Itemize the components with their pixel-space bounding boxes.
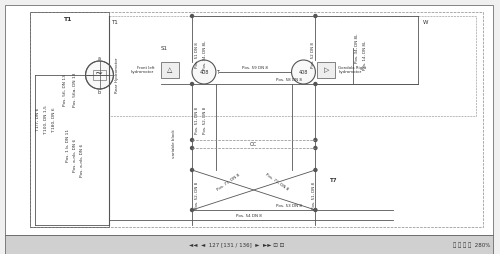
Text: ◄◄  ◄  127 [131 / 136]  ►  ►► ⊡ ⊡: ◄◄ ◄ 127 [131 / 136] ► ►► ⊡ ⊡	[189, 243, 284, 247]
Text: Pos. 53 DN 8: Pos. 53 DN 8	[276, 204, 301, 208]
Text: Pos. 72, DN 8: Pos. 72, DN 8	[264, 172, 289, 192]
Circle shape	[314, 83, 317, 86]
Bar	[110, 16, 476, 116]
Text: Rear Hydromotor: Rear Hydromotor	[116, 57, 119, 93]
Text: b: b	[98, 90, 101, 96]
Bar	[161, 62, 179, 78]
Circle shape	[190, 209, 194, 212]
Text: △: △	[168, 67, 173, 73]
Text: Pos. 34, DN 8L: Pos. 34, DN 8L	[203, 40, 207, 70]
Circle shape	[314, 138, 317, 141]
Text: Pos. a-nb, DN 6: Pos. a-nb, DN 6	[72, 138, 76, 172]
Text: Pos. 34, DN 8L: Pos. 34, DN 8L	[355, 33, 359, 63]
Text: W: W	[423, 20, 428, 25]
Bar	[92, 70, 106, 80]
Text: Pos. 52 DN 8: Pos. 52 DN 8	[312, 42, 316, 68]
Circle shape	[190, 83, 194, 86]
Text: T 100, DN 1,5: T 100, DN 1,5	[44, 105, 48, 135]
Text: T1: T1	[64, 17, 72, 22]
Text: Pos. 51, DN 8: Pos. 51, DN 8	[195, 106, 199, 134]
Text: T7: T7	[330, 178, 338, 183]
Text: Pos. 56a, DN 13: Pos. 56a, DN 13	[72, 73, 76, 107]
Text: 目 目 目 手  280%: 目 目 目 手 280%	[452, 242, 490, 248]
Circle shape	[292, 60, 316, 84]
Text: ~: ~	[96, 69, 104, 79]
Circle shape	[190, 147, 194, 150]
Circle shape	[314, 14, 317, 18]
Circle shape	[192, 60, 216, 84]
Circle shape	[190, 168, 194, 171]
Circle shape	[314, 168, 317, 171]
Text: 408: 408	[200, 70, 208, 74]
Bar	[30, 12, 482, 227]
Text: Front left
hydromotor: Front left hydromotor	[131, 66, 154, 74]
Text: T 1/7, DN 6: T 1/7, DN 6	[36, 108, 40, 132]
Bar	[5, 235, 492, 254]
Text: Pos. 52, DN 8: Pos. 52, DN 8	[203, 106, 207, 134]
Text: variable block: variable block	[172, 130, 176, 158]
Text: Gondola Right
hydromotor: Gondola Right hydromotor	[338, 66, 366, 74]
Text: T1: T1	[112, 20, 118, 25]
Circle shape	[314, 147, 317, 150]
Circle shape	[314, 209, 317, 212]
Text: Pos. 1 b, DN 11: Pos. 1 b, DN 11	[66, 129, 70, 162]
Bar	[30, 12, 110, 227]
Text: Pos. a-nb, DN 6: Pos. a-nb, DN 6	[80, 143, 84, 177]
Text: T 180, DN 6: T 180, DN 6	[52, 107, 56, 133]
Text: Pos. 51, DN 8: Pos. 51, DN 8	[312, 181, 316, 209]
Text: Pos. 52, DN 8: Pos. 52, DN 8	[195, 181, 199, 209]
Circle shape	[190, 14, 194, 18]
Text: Pos. 54 DN 8: Pos. 54 DN 8	[236, 214, 262, 218]
Text: Pos. 59 DN 8: Pos. 59 DN 8	[242, 66, 268, 70]
Text: Pos. 71, DN 8: Pos. 71, DN 8	[216, 172, 241, 192]
Text: Pos. 56, DN 13: Pos. 56, DN 13	[62, 74, 66, 106]
Text: Pos. 58 DN 8: Pos. 58 DN 8	[276, 78, 301, 82]
Text: Pos. 51 DN 8: Pos. 51 DN 8	[195, 42, 199, 68]
Text: T: T	[216, 70, 220, 74]
Bar	[318, 62, 336, 78]
Text: 408: 408	[299, 70, 308, 74]
Circle shape	[190, 138, 194, 141]
Text: a: a	[98, 56, 101, 60]
Text: Pos. 14, DN 8L: Pos. 14, DN 8L	[363, 40, 367, 70]
Text: ▷: ▷	[324, 67, 329, 73]
Circle shape	[86, 61, 114, 89]
Text: S1: S1	[160, 45, 168, 51]
Text: OC: OC	[250, 141, 258, 147]
